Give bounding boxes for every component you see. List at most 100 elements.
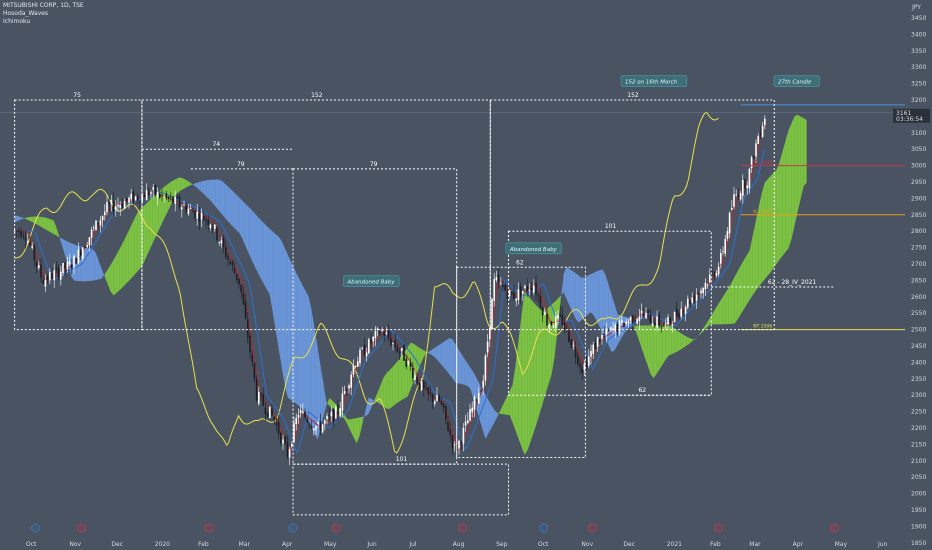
kumo-segment <box>527 295 531 451</box>
candle-body <box>211 227 214 230</box>
candle-body <box>394 340 397 348</box>
kumo-segment <box>236 194 240 234</box>
annotation-box <box>343 275 400 287</box>
x-tick-label: Mar <box>239 541 251 548</box>
candle-body <box>429 392 432 395</box>
kumo-segment <box>185 179 189 188</box>
kumo-segment <box>563 267 567 300</box>
x-tick-label: Aug <box>453 541 465 548</box>
kumo-segment <box>191 183 195 186</box>
candle-body <box>390 337 392 346</box>
kumo-segment <box>293 267 297 405</box>
x-tick-label: Sep <box>496 541 508 548</box>
y-tick-label: 3050 <box>911 146 926 153</box>
candle-body <box>665 323 667 325</box>
kumo-segment <box>407 342 411 397</box>
event-marker-label: D <box>717 526 721 532</box>
kumo-segment <box>785 129 789 252</box>
kumo-segment <box>17 215 21 221</box>
candle-body <box>170 196 172 198</box>
candle-body <box>350 374 353 388</box>
candle-body <box>700 290 702 294</box>
candle-body <box>304 411 306 418</box>
candle-body <box>291 444 293 447</box>
kumo-segment <box>278 236 282 367</box>
kumo-segment <box>20 217 24 220</box>
candle-body <box>187 208 190 215</box>
kumo-segment <box>98 260 102 280</box>
annotation-text: Abandoned Baby <box>347 280 396 286</box>
candle-body <box>154 185 157 196</box>
candle-body <box>242 292 245 305</box>
candle-body <box>563 322 566 329</box>
count-box <box>141 99 491 331</box>
candle-body <box>493 279 496 301</box>
candle-body <box>473 396 476 410</box>
candle-body <box>535 283 537 295</box>
count-label: 152 <box>627 92 639 99</box>
count-box <box>489 99 775 331</box>
x-tick-label: Apr <box>282 541 293 548</box>
candle-body <box>759 132 762 135</box>
candle-body <box>601 334 603 339</box>
candle-body <box>99 220 102 226</box>
kumo-segment <box>347 419 351 432</box>
candle-body <box>744 179 746 189</box>
candle-body <box>590 351 592 357</box>
candle-body <box>381 329 383 331</box>
candle-body <box>676 308 678 316</box>
kumo-segment <box>206 179 210 200</box>
y-tick-label: 2550 <box>911 310 926 317</box>
candle-body <box>687 298 689 308</box>
candle-body <box>244 301 247 319</box>
candle-body <box>40 264 42 278</box>
candle-body <box>647 309 650 313</box>
annotation-text: 152 on 16th March <box>625 80 678 86</box>
kumo-segment <box>590 272 594 316</box>
kumo-segment <box>593 271 597 321</box>
candle-body <box>240 284 243 293</box>
kumo-segment <box>566 267 570 306</box>
kumo-segment <box>434 345 438 361</box>
candle-body <box>599 339 601 342</box>
kumo-segment <box>533 302 537 433</box>
kumo-segment <box>485 395 489 439</box>
candle-body <box>572 345 575 347</box>
kumo-segment <box>602 269 606 339</box>
kumo-segment <box>728 282 732 324</box>
kumo-segment <box>713 306 717 325</box>
kumo-segment <box>782 140 786 256</box>
kumo-segment <box>758 193 762 287</box>
indicator-hosoda-waves[interactable]: Hosoda_Waves <box>3 10 49 17</box>
candle-body <box>27 241 29 243</box>
kumo-segment <box>572 270 576 319</box>
event-marker-label: E <box>542 526 545 532</box>
kumo-segment <box>62 239 66 258</box>
candle-body <box>610 327 612 330</box>
kumo-segment <box>482 389 486 439</box>
event-marker <box>331 523 341 533</box>
event-marker <box>538 523 548 533</box>
candle-body <box>227 256 229 260</box>
kumo-segment <box>494 410 498 423</box>
kumo-segment <box>389 366 393 409</box>
candle-body <box>24 237 27 241</box>
x-tick-label: Jun <box>366 541 377 548</box>
annotation-box <box>773 75 820 87</box>
indicator-ichimoku[interactable]: Ichimoku <box>3 18 31 25</box>
candle-body <box>726 230 729 239</box>
candle-body <box>348 385 350 389</box>
y-tick-label: 2600 <box>911 294 926 301</box>
candle-body <box>728 212 731 234</box>
candle-body <box>460 441 463 444</box>
candle-body <box>583 363 586 371</box>
candle-body <box>579 363 581 367</box>
candle-body <box>297 415 300 418</box>
candle-body <box>123 201 126 209</box>
candle-body <box>559 313 562 316</box>
kumo-segment <box>365 397 369 417</box>
kumo-segment <box>467 363 471 390</box>
kumo-segment <box>167 182 171 212</box>
